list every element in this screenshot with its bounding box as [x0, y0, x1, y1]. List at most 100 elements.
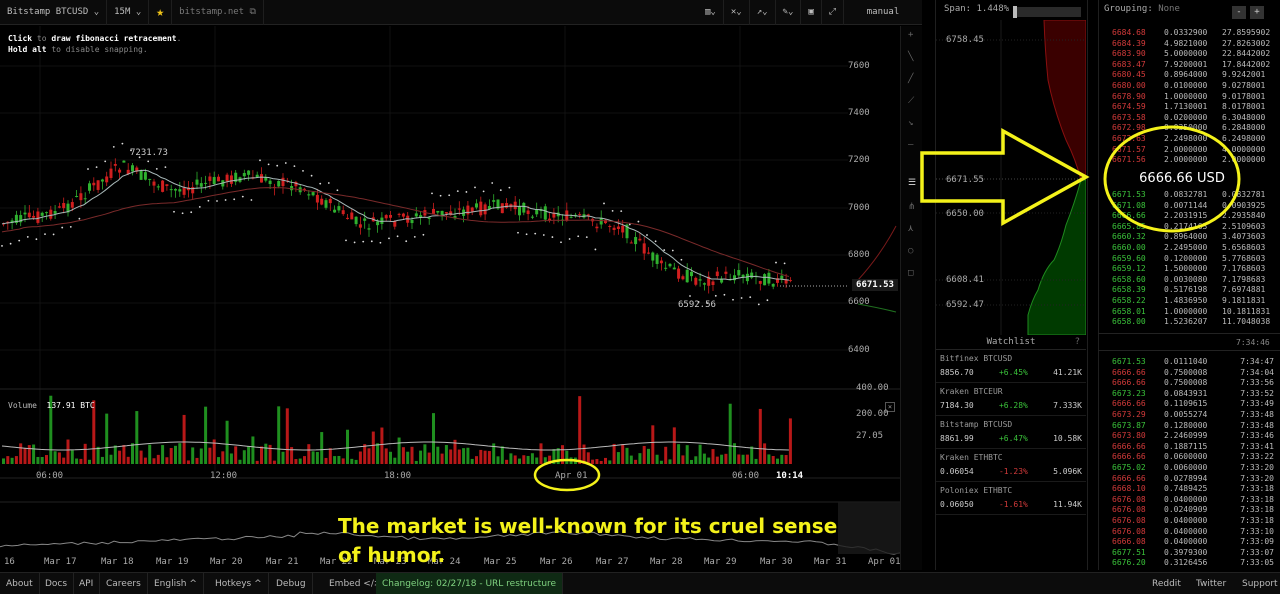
price-chart[interactable]: [0, 26, 900, 570]
scale-mode-button[interactable]: manual: [844, 0, 922, 25]
minus-icon[interactable]: —: [908, 140, 914, 150]
volume-bar: [105, 413, 109, 464]
order-total: 6.2848000: [1222, 123, 1266, 133]
trade-price: 6676.08: [1112, 526, 1146, 536]
ask-row[interactable]: 6671.57 2.0000000 4.0000000: [1112, 145, 1280, 155]
volume-bar: [509, 453, 513, 464]
bid-row[interactable]: 6659.12 1.5000000 7.1768603: [1112, 264, 1280, 274]
ask-row[interactable]: 6673.58 0.0200000 6.3048000: [1112, 113, 1280, 123]
volume-bar: [582, 444, 586, 464]
footer-link[interactable]: Docs: [39, 573, 75, 594]
rectangle-tool-icon[interactable]: □: [908, 268, 914, 278]
footer-link[interactable]: Twitter: [1196, 579, 1227, 589]
interval-selector[interactable]: 15M ⌄: [107, 0, 150, 25]
candle-body: [505, 203, 509, 208]
volume-bar: [83, 443, 87, 464]
volume-bar: [668, 459, 672, 464]
compare-button[interactable]: ↗⌄: [750, 0, 776, 25]
span-slider-handle[interactable]: [1013, 6, 1017, 18]
candle-body: [341, 210, 345, 215]
footer-link[interactable]: Careers: [100, 573, 148, 594]
volume-bar: [556, 448, 560, 464]
ray-tool-icon[interactable]: ╱: [908, 74, 914, 84]
order-total: 6.3048000: [1222, 112, 1266, 122]
ask-row[interactable]: 6684.39 4.9821000 27.8263002: [1112, 39, 1280, 49]
sar-dot: [327, 182, 330, 184]
annotation-line-2: of humor.: [338, 543, 446, 567]
grouping-plus-button[interactable]: +: [1250, 6, 1264, 19]
bid-row[interactable]: 6666.66 2.2031915 2.2935840: [1112, 211, 1280, 221]
candle-body: [191, 187, 195, 194]
order-total: 2.0000000: [1222, 155, 1266, 165]
bid-row[interactable]: 6658.01 1.0000000 10.1811831: [1112, 307, 1280, 317]
grouping-minus-button[interactable]: -: [1232, 6, 1246, 19]
favorite-button[interactable]: ★: [149, 0, 173, 25]
bid-row[interactable]: 6658.60 0.0030080 7.1798683: [1112, 275, 1280, 285]
bid-row[interactable]: 6658.39 0.5176198 7.6974881: [1112, 285, 1280, 295]
watchlist-item[interactable]: Bitstamp BTCUSD 8861.99 +6.47% 10.58K: [936, 416, 1086, 449]
ask-row[interactable]: 6680.45 0.8964000 9.9242001: [1112, 70, 1280, 80]
watchlist: Watchlist? Bitfinex BTCUSD 8856.70 +6.45% 4…: [936, 334, 1086, 515]
ask-row[interactable]: 6683.90 5.0000000 22.8442002: [1112, 49, 1280, 59]
volume-bar: [371, 431, 375, 464]
circle-tool-icon[interactable]: ○: [908, 246, 914, 256]
arrow-tool-icon[interactable]: ↘: [908, 118, 914, 128]
date-highlight-circle: [533, 458, 601, 492]
bid-row[interactable]: 6660.32 0.8964000 3.4073603: [1112, 232, 1280, 242]
fullscreen-button[interactable]: ⤢: [822, 0, 844, 25]
ask-row[interactable]: 6674.59 1.7130001 8.0178001: [1112, 102, 1280, 112]
line-tool-icon[interactable]: ╲: [908, 52, 914, 62]
watchlist-item[interactable]: Poloniex ETHBTC 0.06050 -1.61% 11.94K: [936, 482, 1086, 515]
footer-link[interactable]: Reddit: [1152, 579, 1181, 589]
changelog-link[interactable]: Changelog: 02/27/18 - URL restructure: [376, 573, 564, 594]
bid-row[interactable]: 6658.00 1.5236207 11.7048038: [1112, 317, 1280, 327]
grouping-value[interactable]: None: [1158, 4, 1180, 14]
bid-row[interactable]: 6671.53 0.0832781 0.0832781: [1112, 190, 1280, 200]
volume-bar: [548, 455, 552, 464]
bid-row[interactable]: 6665.85 0.2174163 2.5109603: [1112, 222, 1280, 232]
scale-mode-label: manual: [866, 7, 900, 17]
pitchfork-tool-icon[interactable]: ⋔: [908, 202, 916, 212]
ask-row[interactable]: 6671.56 2.0000000 2.0000000: [1112, 155, 1280, 165]
ask-row[interactable]: 6683.47 7.9200001 17.8442002: [1112, 60, 1280, 70]
footer-link[interactable]: About: [0, 573, 40, 594]
volume-bar: [324, 457, 328, 464]
volume-bar: [780, 454, 784, 464]
fan-tool-icon[interactable]: ⋏: [908, 224, 914, 234]
footer-link[interactable]: Hotkeys ^: [209, 573, 269, 594]
draw-button[interactable]: ✎⌄: [776, 0, 802, 25]
indicators-button[interactable]: ✕⌄: [724, 0, 750, 25]
ask-row[interactable]: 6680.00 0.0100000 9.0278001: [1112, 81, 1280, 91]
trade-amount: 0.0111040: [1164, 357, 1208, 366]
candle-body: [139, 170, 143, 180]
symbol-selector[interactable]: Bitstamp BTCUSD ⌄: [0, 0, 108, 25]
sar-dot: [680, 258, 683, 261]
watchlist-item[interactable]: Kraken ETHBTC 0.06054 -1.23% 5.096K: [936, 449, 1086, 482]
plus-icon[interactable]: +: [908, 30, 914, 40]
chart-type-button[interactable]: ▥⌄: [698, 0, 724, 25]
span-slider[interactable]: [1013, 7, 1081, 17]
candle-body: [750, 272, 754, 278]
footer-link[interactable]: API: [73, 573, 101, 594]
bid-row[interactable]: 6659.60 0.1200000 5.7768603: [1112, 254, 1280, 264]
order-total: 0.0832781: [1222, 190, 1266, 199]
bid-row[interactable]: 6671.08 0.0071144 0.0903925: [1112, 201, 1280, 211]
footer-link[interactable]: Debug: [270, 573, 313, 594]
ask-row[interactable]: 6684.68 0.0332900 27.8595902: [1112, 28, 1280, 38]
footer-link[interactable]: Support: [1242, 579, 1278, 589]
ask-row[interactable]: 6678.90 1.0000000 9.0178001: [1112, 92, 1280, 102]
watchlist-item[interactable]: Bitfinex BTCUSD 8856.70 +6.45% 41.21K: [936, 350, 1086, 383]
exchange-link[interactable]: bitstamp.net ⧉: [172, 0, 264, 25]
watchlist-item[interactable]: Kraken BTCEUR 7184.30 +6.28% 7.333K: [936, 383, 1086, 416]
help-icon[interactable]: ?: [1074, 337, 1080, 347]
candle-body: [40, 212, 44, 216]
bid-row[interactable]: 6658.22 1.4836950 9.1811831: [1112, 296, 1280, 306]
close-icon[interactable]: ×: [885, 402, 895, 412]
candle-body: [634, 237, 638, 245]
trend-tool-icon[interactable]: ⟋: [908, 96, 915, 106]
fibonacci-tool-icon[interactable]: ☰: [908, 178, 917, 188]
settings-button[interactable]: ▣: [801, 0, 822, 25]
footer-link[interactable]: English ^: [148, 573, 204, 594]
bid-row[interactable]: 6660.00 2.2495000 5.6568603: [1112, 243, 1280, 253]
candle-body: [625, 224, 629, 239]
